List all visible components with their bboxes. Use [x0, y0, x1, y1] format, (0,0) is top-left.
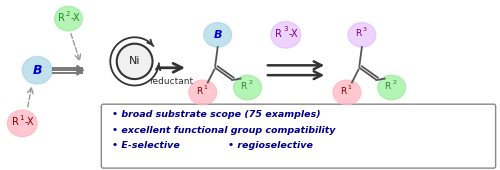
Text: R: R — [276, 29, 282, 39]
Text: R: R — [196, 87, 202, 96]
Text: R: R — [384, 82, 391, 91]
Text: B: B — [214, 30, 222, 40]
Text: R: R — [12, 117, 18, 127]
Text: 3: 3 — [362, 27, 366, 32]
Ellipse shape — [378, 75, 406, 100]
Text: B: B — [32, 64, 42, 77]
Text: reductant: reductant — [150, 76, 194, 86]
Text: • broad substrate scope (75 examples): • broad substrate scope (75 examples) — [112, 110, 320, 119]
Ellipse shape — [204, 23, 232, 47]
Text: 1: 1 — [204, 85, 207, 90]
Ellipse shape — [333, 80, 361, 105]
Text: 3: 3 — [283, 26, 288, 32]
Ellipse shape — [54, 6, 82, 31]
Text: R: R — [340, 87, 346, 96]
Text: 1: 1 — [19, 115, 24, 121]
Text: -X: -X — [70, 13, 80, 23]
Ellipse shape — [234, 75, 262, 100]
Text: • excellent functional group compatibility: • excellent functional group compatibili… — [112, 126, 336, 135]
Text: R: R — [58, 13, 65, 23]
Text: 1: 1 — [348, 85, 352, 90]
Text: Ni: Ni — [129, 56, 140, 66]
Text: 2: 2 — [66, 11, 70, 17]
Text: 2: 2 — [392, 80, 396, 85]
Text: • E-selective: • E-selective — [112, 141, 180, 150]
Ellipse shape — [271, 22, 300, 48]
Ellipse shape — [8, 110, 37, 137]
Text: 2: 2 — [248, 80, 252, 85]
Ellipse shape — [348, 23, 376, 47]
Text: • regioselective: • regioselective — [228, 141, 312, 150]
Circle shape — [116, 44, 152, 79]
Text: R: R — [355, 29, 361, 38]
FancyBboxPatch shape — [102, 104, 496, 168]
Polygon shape — [77, 65, 84, 75]
Ellipse shape — [189, 80, 216, 105]
Text: R: R — [240, 82, 246, 91]
Text: -X: -X — [24, 117, 34, 127]
Text: -X: -X — [289, 29, 298, 39]
Ellipse shape — [22, 56, 52, 84]
